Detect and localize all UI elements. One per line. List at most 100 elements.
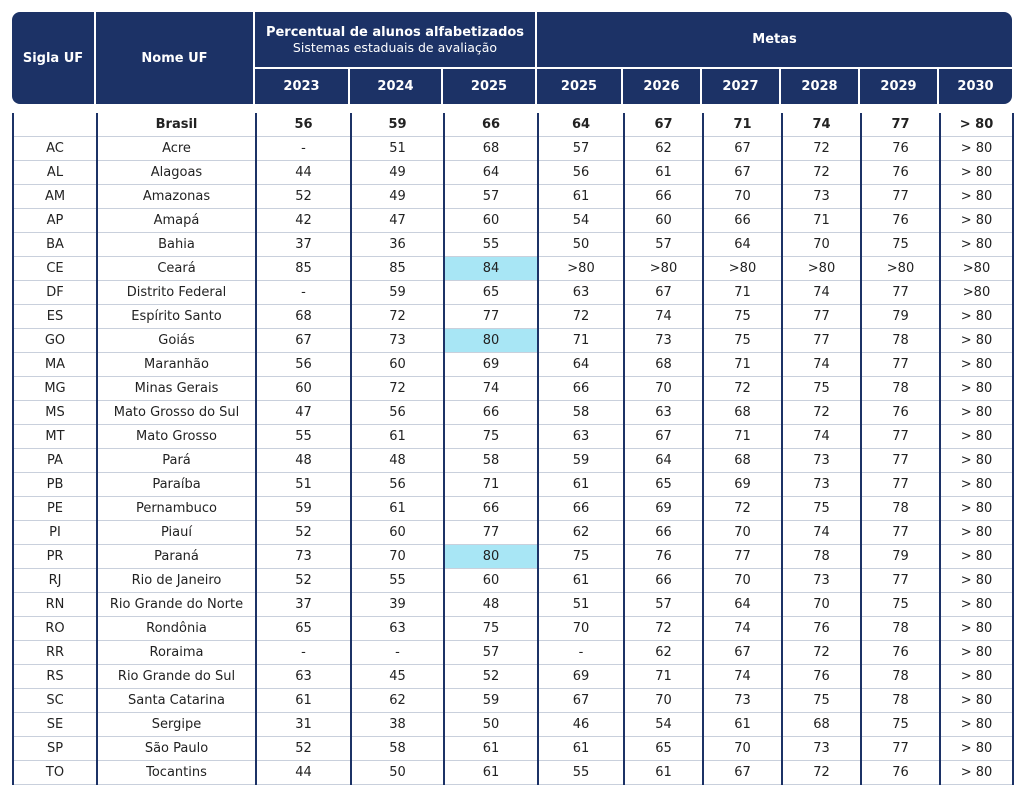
table-cell: 75 bbox=[860, 712, 941, 737]
table-cell: 70 bbox=[702, 184, 783, 209]
table-cell: Tocantins bbox=[96, 760, 257, 785]
table-cell: 68 bbox=[781, 712, 862, 737]
table-cell: GO bbox=[12, 328, 98, 353]
table-cell: 77 bbox=[860, 352, 941, 377]
table-cell: 76 bbox=[781, 664, 862, 689]
table-cell: 74 bbox=[443, 376, 539, 401]
table-cell: 72 bbox=[702, 376, 783, 401]
table-cell: 64 bbox=[702, 592, 783, 617]
table-row: AM Amazonas 52 49 57 61 66 70 73 77 > 80 bbox=[12, 184, 1014, 209]
table-cell: MS bbox=[12, 400, 98, 425]
table-cell: 61 bbox=[443, 736, 539, 761]
table-cell: 78 bbox=[860, 328, 941, 353]
table-cell: Paraná bbox=[96, 544, 257, 569]
table-cell: 55 bbox=[350, 568, 445, 593]
table-cell: 66 bbox=[443, 400, 539, 425]
table-cell: 79 bbox=[860, 304, 941, 329]
table-row: PA Pará 48 48 58 59 64 68 73 77 > 80 bbox=[12, 448, 1014, 473]
table-cell: 65 bbox=[623, 472, 704, 497]
table-cell: 52 bbox=[255, 568, 352, 593]
table-cell: 75 bbox=[443, 616, 539, 641]
table-cell: - bbox=[255, 136, 352, 161]
table-cell: 65 bbox=[443, 280, 539, 305]
table-cell: 63 bbox=[350, 616, 445, 641]
table-cell: 59 bbox=[350, 280, 445, 305]
table-row: SC Santa Catarina 61 62 59 67 70 73 75 78 > 80 bbox=[12, 688, 1014, 713]
table-cell: 77 bbox=[781, 328, 862, 353]
year-header: 2029 bbox=[860, 67, 939, 104]
table-cell: - bbox=[350, 640, 445, 665]
table-cell: 74 bbox=[702, 616, 783, 641]
table-cell: PA bbox=[12, 448, 98, 473]
table-cell: 71 bbox=[702, 280, 783, 305]
header-cell: Nome UF bbox=[96, 12, 255, 104]
table-cell: 67 bbox=[623, 424, 704, 449]
table-cell: 57 bbox=[443, 640, 539, 665]
table-cell: 71 bbox=[702, 352, 783, 377]
table-cell: 75 bbox=[860, 232, 941, 257]
table-cell: >80 bbox=[537, 256, 625, 281]
header-cell: Sigla UF bbox=[12, 12, 96, 104]
year-header: 2023 bbox=[255, 67, 350, 104]
table-cell: AC bbox=[12, 136, 98, 161]
year-header: 2028 bbox=[781, 67, 860, 104]
table-cell: 59 bbox=[255, 496, 352, 521]
table-cell: Rio de Janeiro bbox=[96, 568, 257, 593]
table-cell: 77 bbox=[860, 113, 941, 137]
table-cell: 57 bbox=[443, 184, 539, 209]
table-row: ES Espírito Santo 68 72 77 72 74 75 77 79 > 80 bbox=[12, 304, 1014, 329]
year-header: 2030 bbox=[939, 67, 1013, 104]
table-cell: 49 bbox=[350, 160, 445, 185]
table-cell: 59 bbox=[537, 448, 625, 473]
group-header: Percentual de alunos alfabetizados Sistem… bbox=[255, 12, 537, 67]
table-cell: 75 bbox=[781, 376, 862, 401]
table-cell: 31 bbox=[255, 712, 352, 737]
table-row: GO Goiás 67 73 80 71 73 75 77 78 > 80 bbox=[12, 328, 1014, 353]
table-cell: SP bbox=[12, 736, 98, 761]
table-cell: 61 bbox=[623, 160, 704, 185]
table-cell: 37 bbox=[255, 232, 352, 257]
table-cell: 66 bbox=[537, 376, 625, 401]
table-cell: 56 bbox=[350, 472, 445, 497]
table-cell: 77 bbox=[860, 568, 941, 593]
table-cell: 67 bbox=[255, 328, 352, 353]
table-cell: 64 bbox=[702, 232, 783, 257]
table-cell: 49 bbox=[350, 184, 445, 209]
table-cell: >80 bbox=[939, 280, 1014, 305]
table-cell: 60 bbox=[255, 376, 352, 401]
table-cell: > 80 bbox=[939, 592, 1014, 617]
table-cell: 56 bbox=[255, 352, 352, 377]
table-cell: 71 bbox=[702, 113, 783, 137]
table-cell: 76 bbox=[860, 160, 941, 185]
table-cell: 78 bbox=[781, 544, 862, 569]
table-cell: 77 bbox=[860, 520, 941, 545]
table-cell: 59 bbox=[350, 113, 445, 137]
table-cell: Roraima bbox=[96, 640, 257, 665]
table-cell: 70 bbox=[623, 688, 704, 713]
table-cell: 66 bbox=[443, 496, 539, 521]
table-cell: 60 bbox=[443, 568, 539, 593]
table-cell: 78 bbox=[860, 496, 941, 521]
table-cell: 58 bbox=[537, 400, 625, 425]
table-cell: 63 bbox=[537, 424, 625, 449]
table-cell: 48 bbox=[350, 448, 445, 473]
table-cell: 78 bbox=[860, 616, 941, 641]
table-cell: 74 bbox=[781, 352, 862, 377]
table-cell: >80 bbox=[860, 256, 941, 281]
table-cell: 72 bbox=[350, 304, 445, 329]
table-row: RN Rio Grande do Norte 37 39 48 51 57 64 70 75 > 8… bbox=[12, 592, 1014, 617]
table-row: AP Amapá 42 47 60 54 60 66 71 76 > 80 bbox=[12, 208, 1014, 233]
table-cell: 64 bbox=[537, 352, 625, 377]
table-cell: PR bbox=[12, 544, 98, 569]
table-cell: 52 bbox=[443, 664, 539, 689]
table-row: TO Tocantins 44 50 61 55 61 67 72 76 > 80 bbox=[12, 760, 1014, 785]
table-cell: 64 bbox=[537, 113, 625, 137]
table-cell: 77 bbox=[443, 520, 539, 545]
table-cell: SE bbox=[12, 712, 98, 737]
table-row: CE Ceará 85 85 84 >80 >80 >80 >80 >80 >80 bbox=[12, 256, 1014, 281]
table-cell: 72 bbox=[781, 136, 862, 161]
table-cell: 65 bbox=[623, 736, 704, 761]
table-cell: 77 bbox=[860, 280, 941, 305]
table-cell: 72 bbox=[781, 760, 862, 785]
year-header: 2025 bbox=[537, 67, 623, 104]
